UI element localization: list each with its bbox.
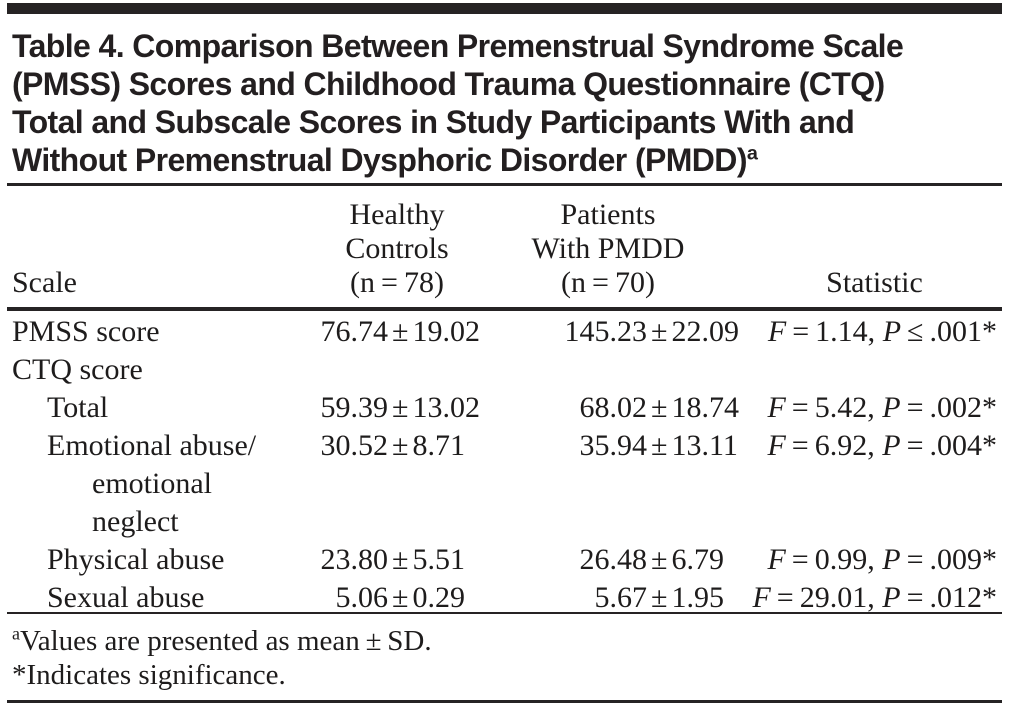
column-header-patients-pmdd: Patients With PMDD (n = 70) <box>502 198 752 300</box>
p-symbol: P <box>882 315 902 348</box>
sd-value: 8.71 <box>412 429 465 462</box>
plus-minus-sign: ± <box>392 581 409 614</box>
p-symbol: P <box>882 543 901 576</box>
table-title-line: Table 4. Comparison Between Premenstrual… <box>12 28 904 64</box>
table-row: PMSS score 76.74 ±19.02 145.23 ±22.09 F = 1.1… <box>12 313 997 351</box>
footnotes: aValues are presented as mean ± SD. *Indi… <box>12 624 1002 692</box>
column-header-statistic: Statistic <box>826 266 923 299</box>
column-header-line: (n = 78) <box>350 266 444 299</box>
column-header-scale: Scale <box>12 266 77 299</box>
mean-value: 23.80 <box>320 543 389 576</box>
header-divider <box>7 307 1002 311</box>
footnote-marker: * <box>12 659 27 691</box>
patients-pmdd-value: 68.02 ±18.74 <box>502 389 752 427</box>
title-footnote-marker: a <box>746 142 758 165</box>
sd-value: 5.51 <box>412 543 465 576</box>
table-row: CTQ score <box>12 351 997 389</box>
patients-pmdd-value <box>502 351 752 352</box>
title-divider <box>7 183 1002 186</box>
plus-minus-sign: ± <box>651 581 668 614</box>
table-row: Physical abuse 23.80 ±5.51 26.48 ±6.79 F = 0.… <box>12 541 997 579</box>
sd-value: 0.29 <box>412 581 465 614</box>
statistic-value: F = 6.92, P = .004* <box>767 429 997 462</box>
f-symbol: F <box>767 429 786 462</box>
plus-minus-sign: ± <box>392 429 409 462</box>
footnote: aValues are presented as mean ± SD. <box>12 623 432 657</box>
mean-value: 68.02 <box>579 391 648 424</box>
row-label: PMSS score <box>12 315 160 348</box>
column-header-line: Patients <box>560 198 656 231</box>
footnote-divider <box>7 612 1002 614</box>
row-label: Emotional abuse/ emotional neglect <box>47 429 257 538</box>
sd-value: 1.95 <box>671 581 724 614</box>
patients-pmdd-value: 35.94 ±13.11 <box>502 427 752 465</box>
statistic-value: F = 1.14, P ≤ .001* <box>767 315 997 348</box>
healthy-controls-value: 59.39 ±13.02 <box>292 389 502 427</box>
table-title-line: Total and Subscale Scores in Study Parti… <box>12 104 855 140</box>
column-header-line: With PMDD <box>531 232 685 265</box>
table-title-line: Without Premenstrual Dysphoric Disorder … <box>12 142 758 178</box>
plus-minus-sign: ± <box>651 429 668 462</box>
column-header-healthy-controls: Healthy Controls (n = 78) <box>292 198 502 300</box>
f-symbol: F <box>767 543 786 576</box>
row-label: Physical abuse <box>47 543 225 576</box>
patients-pmdd-value: 5.67 ±1.95 <box>502 579 752 617</box>
footnote: *Indicates significance. <box>12 659 286 691</box>
sd-value: 22.09 <box>671 315 739 348</box>
statistic-value <box>752 351 997 352</box>
sd-value: 13.11 <box>671 429 738 462</box>
sd-value: 18.74 <box>671 391 739 424</box>
statistic-value: F = 5.42, P = .002* <box>767 391 997 424</box>
statistic-value: F = 0.99, P = .009* <box>767 543 997 576</box>
p-symbol: P <box>882 429 901 462</box>
healthy-controls-value: 30.52 ±8.71 <box>292 427 502 465</box>
mean-value: 5.67 <box>594 581 648 614</box>
mean-value: 145.23 <box>564 315 648 348</box>
table-row: Total 59.39 ±13.02 68.02 ±18.74 F = 5.42, P =… <box>12 389 997 427</box>
patients-pmdd-value: 26.48 ±6.79 <box>502 541 752 579</box>
f-symbol: F <box>752 581 771 614</box>
table-title: Table 4. Comparison Between Premenstrual… <box>12 27 1002 179</box>
column-header-line: Healthy <box>349 198 445 231</box>
statistic-value: F = 29.01, P = .012* <box>752 581 997 614</box>
table-row: Sexual abuse 5.06 ±0.29 5.67 ±1.95 F = 29.01,… <box>12 579 997 617</box>
healthy-controls-value: 23.80 ±5.51 <box>292 541 502 579</box>
p-symbol: P <box>882 581 901 614</box>
table-header-row: Scale Healthy Controls (n = 78) Patients Wi… <box>7 198 1002 307</box>
sd-value: 19.02 <box>412 315 480 348</box>
patients-pmdd-value: 145.23 ±22.09 <box>502 313 752 351</box>
mean-value: 5.06 <box>335 581 389 614</box>
f-symbol: F <box>767 315 787 348</box>
journal-table-figure: Table 4. Comparison Between Premenstrual… <box>0 3 1009 713</box>
table-title-line: (PMSS) Scores and Childhood Trauma Quest… <box>12 66 885 102</box>
plus-minus-sign: ± <box>651 391 668 424</box>
column-header-line: Controls <box>345 232 449 265</box>
footnote-marker: a <box>12 623 20 644</box>
plus-minus-sign: ± <box>651 543 668 576</box>
sd-value: 13.02 <box>412 391 480 424</box>
p-symbol: P <box>882 391 901 424</box>
mean-value: 59.39 <box>320 391 389 424</box>
healthy-controls-value: 5.06 ±0.29 <box>292 579 502 617</box>
top-rule-bar <box>7 3 1002 14</box>
plus-minus-sign: ± <box>651 315 668 348</box>
f-symbol: F <box>767 391 786 424</box>
mean-value: 26.48 <box>579 543 648 576</box>
table-body: PMSS score 76.74 ±19.02 145.23 ±22.09 F = 1.1… <box>7 311 1002 617</box>
plus-minus-sign: ± <box>392 543 409 576</box>
healthy-controls-value: 76.74 ±19.02 <box>292 313 502 351</box>
mean-value: 30.52 <box>320 429 389 462</box>
row-label: CTQ score <box>12 353 143 386</box>
row-label: Total <box>47 391 109 424</box>
sd-value: 6.79 <box>671 543 724 576</box>
plus-minus-sign: ± <box>392 391 409 424</box>
plus-minus-sign: ± <box>392 315 409 348</box>
row-label: Sexual abuse <box>47 581 205 614</box>
mean-value: 76.74 <box>320 315 389 348</box>
mean-value: 35.94 <box>579 429 648 462</box>
table-row: Emotional abuse/ emotional neglect 30.52 ±… <box>12 427 997 541</box>
bottom-rule <box>7 700 1002 703</box>
healthy-controls-value <box>292 351 502 352</box>
column-header-line: (n = 70) <box>561 266 655 299</box>
